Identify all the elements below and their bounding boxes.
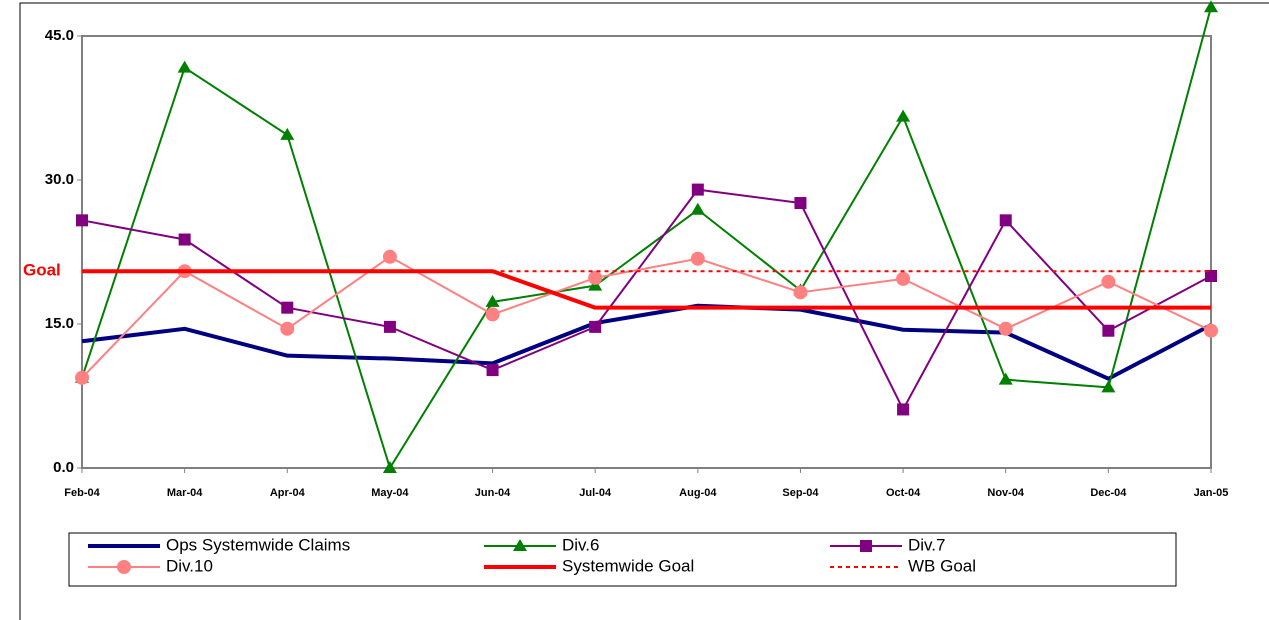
marker: [485, 307, 500, 322]
legend-label: Ops Systemwide Claims: [166, 535, 350, 554]
marker: [1204, 323, 1218, 338]
marker: [177, 60, 192, 73]
y-tick-label: 30.0: [45, 171, 74, 188]
series-line: [81, 6, 1212, 469]
marker: [896, 109, 911, 122]
marker: [690, 251, 705, 266]
marker: [178, 233, 191, 246]
marker: [998, 321, 1013, 336]
marker: [382, 249, 397, 264]
marker: [999, 214, 1012, 227]
x-tick-label: Oct-04: [886, 487, 921, 499]
legend-label: Div.7: [908, 535, 945, 554]
marker: [1102, 324, 1115, 337]
marker: [76, 214, 88, 227]
x-tick-label: Sep-04: [782, 487, 819, 499]
y-tick-label: 45.0: [45, 27, 74, 44]
y-tick-label: 15.0: [45, 315, 74, 332]
series-line: [81, 303, 1212, 381]
marker: [281, 301, 294, 314]
legend-box: [68, 532, 1177, 587]
marker: [793, 285, 808, 300]
marker: [794, 197, 807, 210]
marker: [280, 127, 295, 140]
x-tick-label: Aug-04: [679, 487, 717, 499]
legend-label: Div.6: [562, 535, 599, 554]
marker: [75, 370, 89, 385]
marker: [588, 270, 603, 285]
x-tick-label: Dec-04: [1090, 487, 1127, 499]
y-tick-label: 0.0: [53, 459, 74, 476]
marker: [589, 320, 602, 333]
series-line: [81, 188, 1212, 411]
goal-annotation: Goal: [23, 261, 61, 280]
legend-label: Systemwide Goal: [562, 556, 694, 575]
marker: [690, 202, 705, 215]
marker: [485, 294, 500, 307]
marker: [513, 539, 527, 551]
marker: [897, 403, 910, 416]
x-tick-label: Feb-04: [64, 487, 100, 499]
x-tick-label: Nov-04: [987, 487, 1025, 499]
marker: [1205, 270, 1217, 282]
x-tick-label: Apr-04: [270, 487, 306, 499]
marker: [1101, 274, 1116, 289]
marker: [382, 461, 397, 473]
marker: [383, 320, 396, 333]
x-tick-label: Jun-04: [475, 487, 511, 499]
marker: [998, 372, 1013, 385]
x-tick-label: May-04: [371, 487, 409, 499]
marker: [1101, 380, 1116, 393]
legend-label: WB Goal: [908, 556, 976, 575]
marker: [691, 183, 704, 196]
marker: [280, 321, 295, 336]
marker: [1204, 0, 1218, 13]
marker: [486, 364, 499, 377]
marker: [896, 271, 911, 286]
series-line: [82, 269, 1211, 310]
x-tick-label: Jan-05: [1194, 487, 1229, 499]
plot-area: [81, 35, 1212, 469]
marker: [860, 540, 872, 552]
x-tick-label: Jul-04: [579, 487, 612, 499]
x-tick-label: Mar-04: [167, 487, 203, 499]
marker: [117, 560, 131, 574]
legend-label: Div.10: [166, 556, 213, 575]
series-line: [81, 255, 1212, 379]
